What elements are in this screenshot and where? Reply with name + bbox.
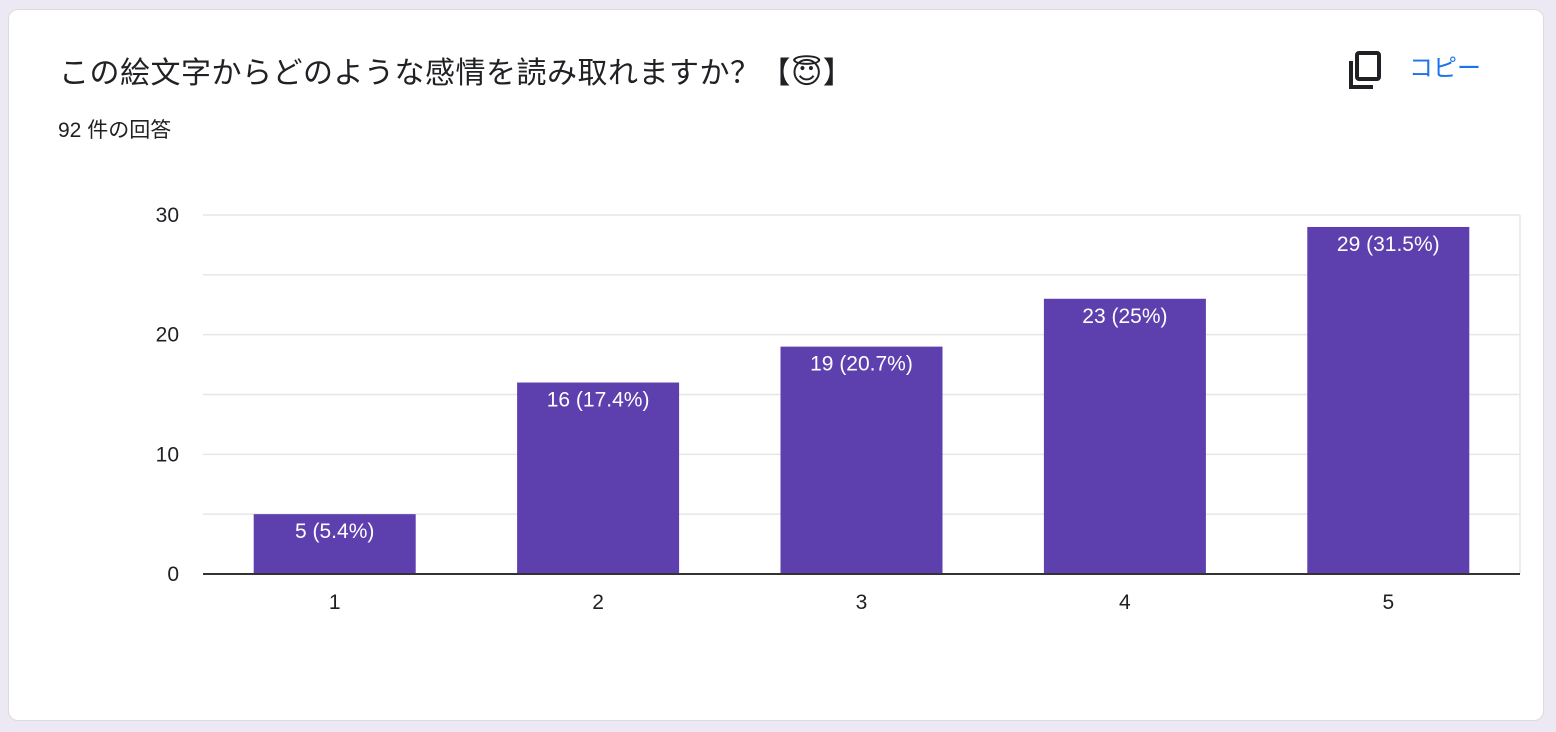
x-tick-label: 1	[329, 591, 341, 614]
bar-data-label: 5 (5.4%)	[295, 520, 374, 543]
question-card: この絵文字からどのような感情を読み取れますか？【😇】 92 件の回答 コピー 0…	[8, 9, 1544, 721]
y-tick-label: 10	[156, 443, 179, 466]
y-tick-label: 20	[156, 324, 179, 347]
bar	[1044, 299, 1206, 574]
x-tick-label: 2	[592, 591, 604, 614]
bar-data-label: 29 (31.5%)	[1337, 233, 1440, 256]
x-tick-label: 3	[856, 591, 868, 614]
y-tick-label: 30	[156, 204, 179, 227]
x-tick-label: 5	[1382, 591, 1394, 614]
bar	[1307, 227, 1469, 574]
y-tick-label: 0	[167, 563, 179, 586]
bar-data-label: 16 (17.4%)	[547, 389, 650, 412]
bar-chart: 0 10 20 30 5 (5.4%) 1 16 (17.4%) 2 19 (20.7%) 3 23…	[9, 10, 1545, 722]
bar	[781, 347, 943, 574]
bar-data-label: 23 (25%)	[1082, 305, 1167, 328]
bar-data-label: 19 (20.7%)	[810, 353, 913, 376]
x-tick-label: 4	[1119, 591, 1131, 614]
